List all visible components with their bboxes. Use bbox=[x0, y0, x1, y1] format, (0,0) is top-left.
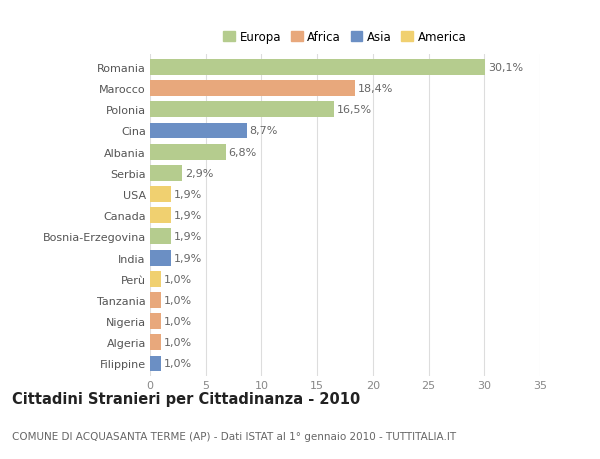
Bar bbox=[150, 123, 247, 139]
Bar bbox=[150, 271, 161, 287]
Text: 18,4%: 18,4% bbox=[358, 84, 393, 94]
Bar bbox=[150, 60, 485, 76]
Text: 1,0%: 1,0% bbox=[164, 316, 192, 326]
Text: 2,9%: 2,9% bbox=[185, 168, 214, 179]
Bar bbox=[150, 187, 171, 202]
Text: COMUNE DI ACQUASANTA TERME (AP) - Dati ISTAT al 1° gennaio 2010 - TUTTITALIA.IT: COMUNE DI ACQUASANTA TERME (AP) - Dati I… bbox=[12, 431, 456, 441]
Text: 30,1%: 30,1% bbox=[488, 63, 523, 73]
Text: Cittadini Stranieri per Cittadinanza - 2010: Cittadini Stranieri per Cittadinanza - 2… bbox=[12, 391, 360, 406]
Bar bbox=[150, 229, 171, 245]
Bar bbox=[150, 250, 171, 266]
Text: 1,0%: 1,0% bbox=[164, 295, 192, 305]
Legend: Europa, Africa, Asia, America: Europa, Africa, Asia, America bbox=[221, 28, 469, 46]
Text: 6,8%: 6,8% bbox=[229, 147, 257, 157]
Text: 16,5%: 16,5% bbox=[337, 105, 372, 115]
Bar bbox=[150, 166, 182, 181]
Bar bbox=[150, 102, 334, 118]
Text: 1,9%: 1,9% bbox=[174, 253, 202, 263]
Bar bbox=[150, 313, 161, 330]
Text: 1,9%: 1,9% bbox=[174, 232, 202, 242]
Bar bbox=[150, 292, 161, 308]
Bar bbox=[150, 145, 226, 160]
Text: 1,0%: 1,0% bbox=[164, 337, 192, 347]
Text: 1,9%: 1,9% bbox=[174, 190, 202, 200]
Text: 1,0%: 1,0% bbox=[164, 358, 192, 369]
Bar bbox=[150, 335, 161, 351]
Bar bbox=[150, 208, 171, 224]
Text: 8,7%: 8,7% bbox=[250, 126, 278, 136]
Text: 1,9%: 1,9% bbox=[174, 211, 202, 221]
Text: 1,0%: 1,0% bbox=[164, 274, 192, 284]
Bar bbox=[150, 356, 161, 372]
Bar bbox=[150, 81, 355, 97]
